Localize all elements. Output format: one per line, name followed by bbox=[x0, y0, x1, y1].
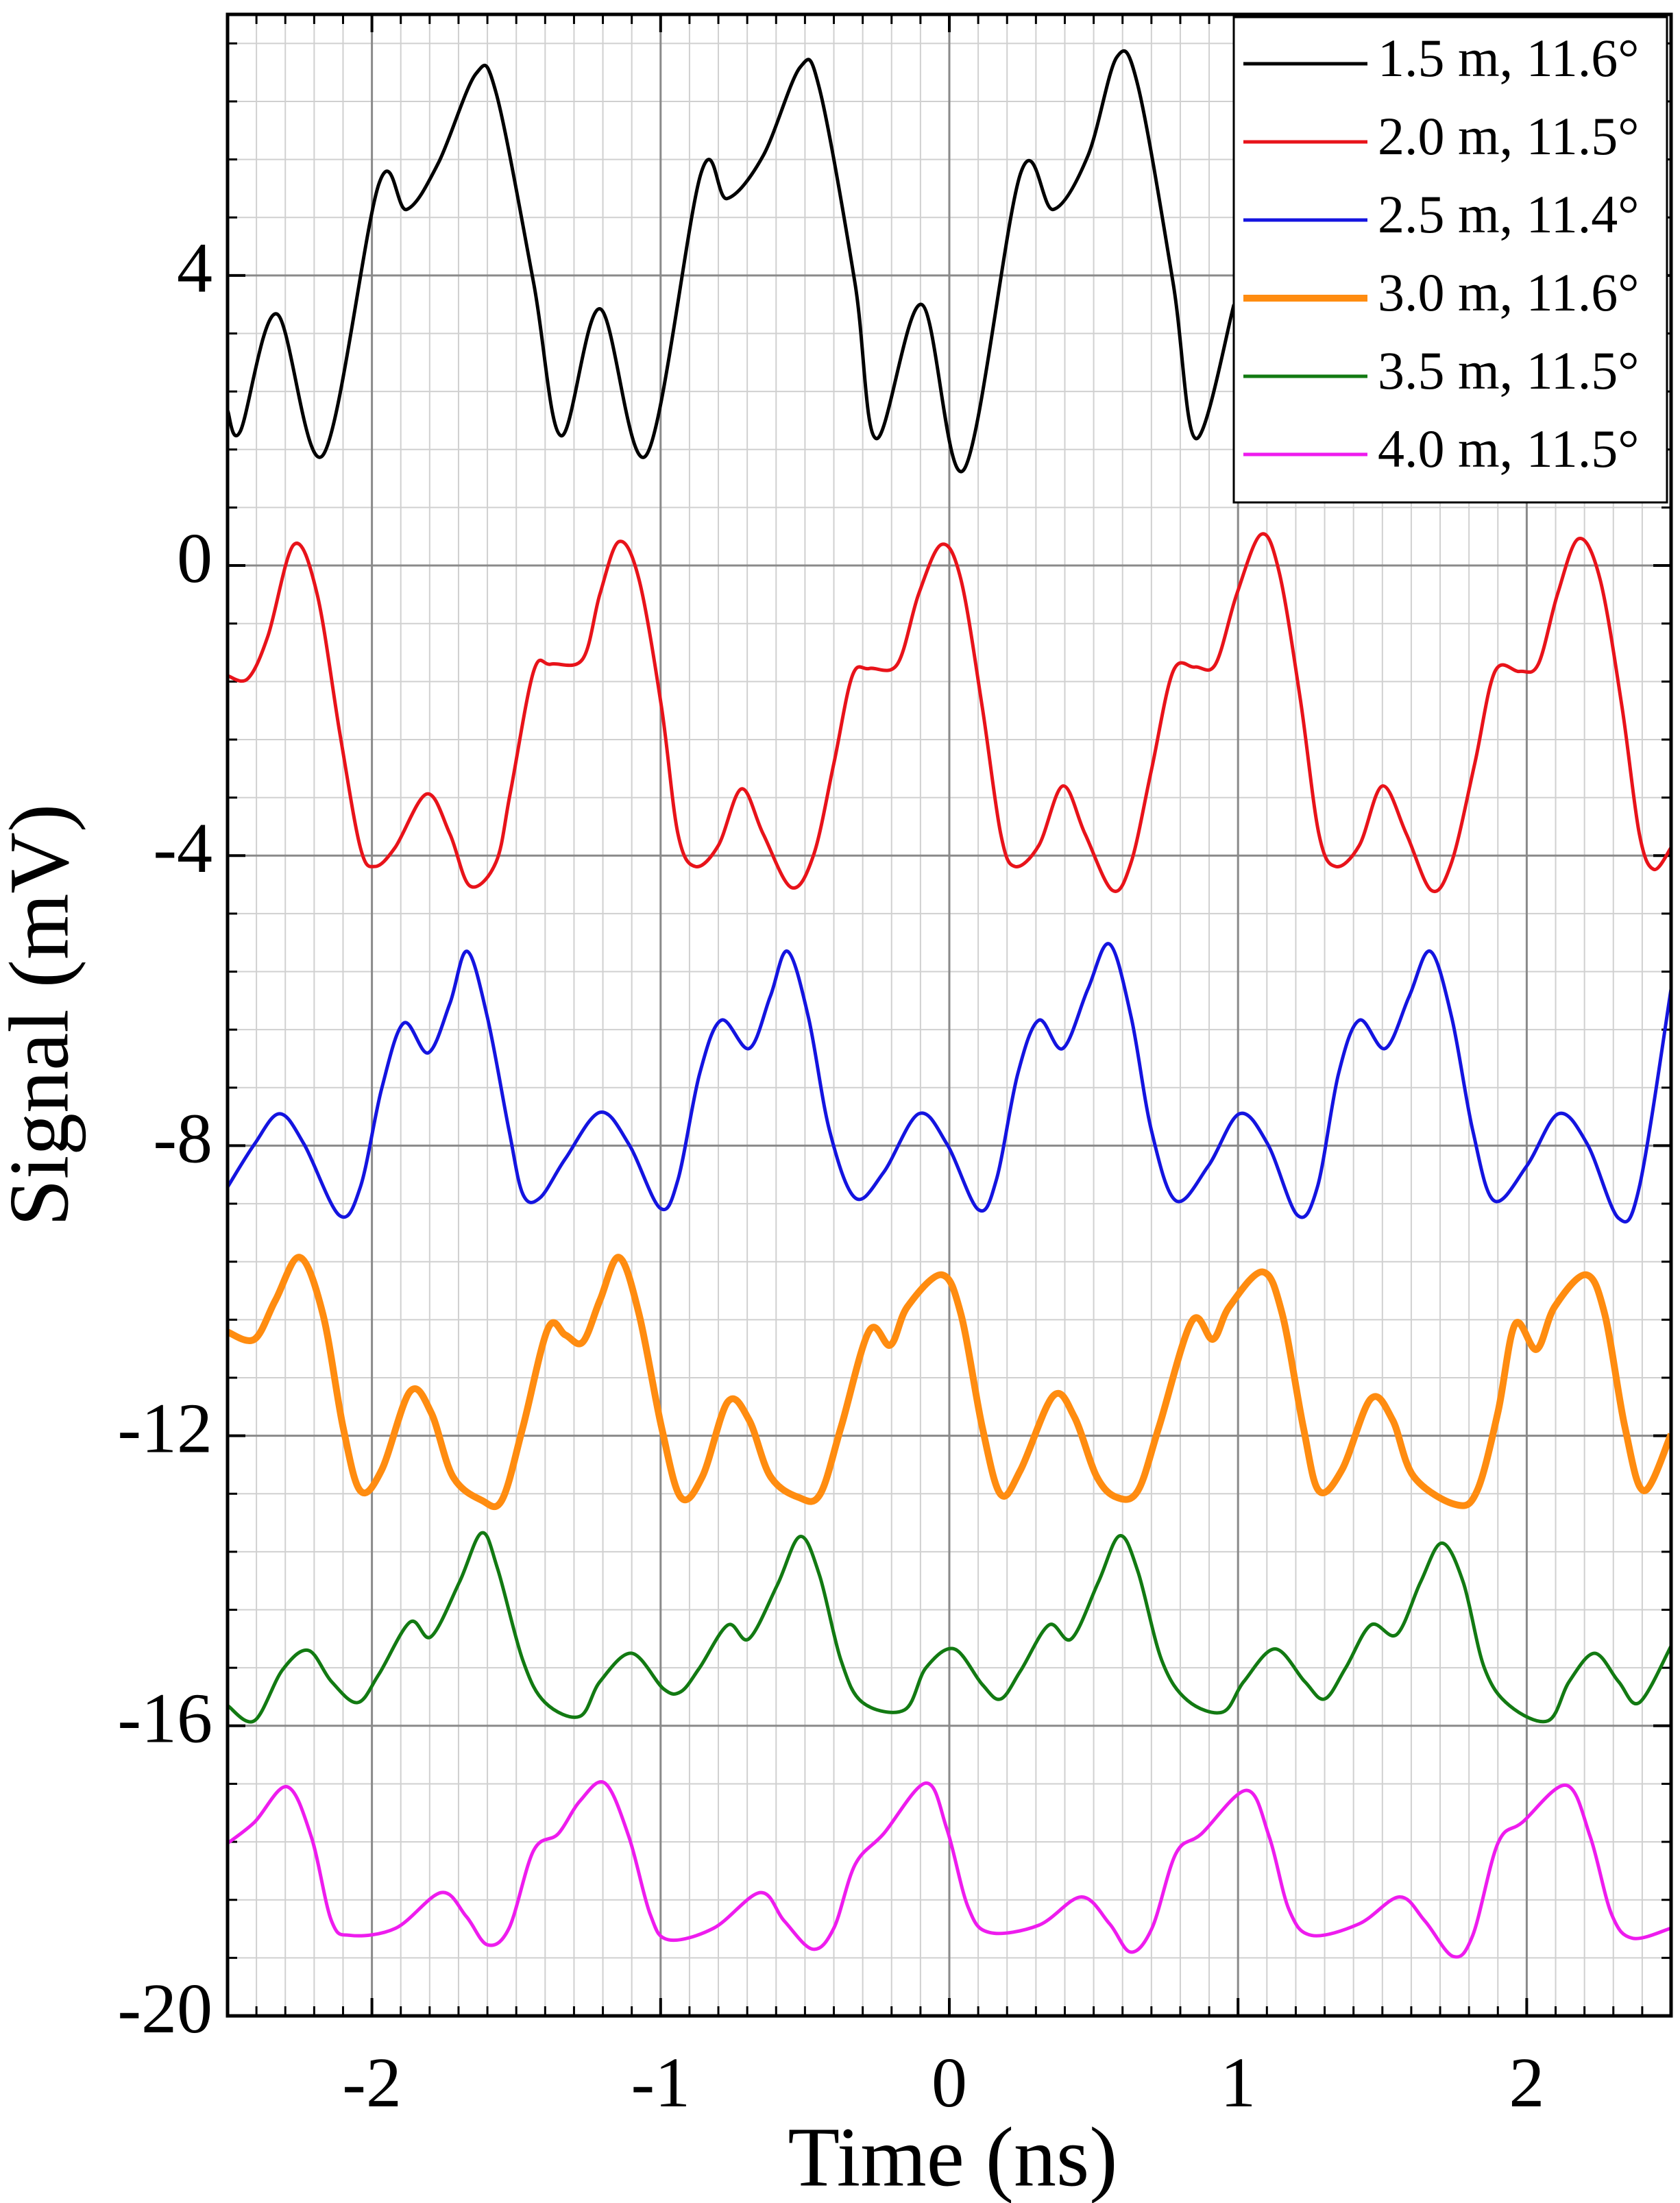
y-tick-label: -16 bbox=[117, 1679, 212, 1758]
x-tick-label: 2 bbox=[1509, 2043, 1544, 2122]
legend-box bbox=[1232, 16, 1668, 504]
data-line bbox=[228, 1780, 1671, 1959]
data-line bbox=[228, 1254, 1671, 1511]
data-line bbox=[228, 1531, 1671, 1724]
legend-label: 1.5 m, 11.6° bbox=[1378, 28, 1639, 88]
data-line bbox=[228, 942, 1671, 1224]
y-tick-label: -8 bbox=[153, 1099, 212, 1178]
x-tick-label: -1 bbox=[631, 2043, 690, 2122]
y-tick-label: -20 bbox=[117, 1969, 212, 2048]
legend-label: 2.0 m, 11.5° bbox=[1378, 106, 1639, 166]
y-tick-label: -4 bbox=[153, 809, 212, 888]
y-tick-label: 0 bbox=[177, 519, 212, 598]
data-line bbox=[228, 49, 1236, 474]
legend-label: 3.5 m, 11.5° bbox=[1378, 341, 1639, 400]
data-line bbox=[228, 532, 1671, 893]
y-tick-label: -12 bbox=[117, 1389, 212, 1468]
legend-label: 4.0 m, 11.5° bbox=[1378, 419, 1639, 478]
x-tick-label: 1 bbox=[1220, 2043, 1256, 2122]
x-tick-label: 0 bbox=[932, 2043, 967, 2122]
x-tick-label: -2 bbox=[342, 2043, 402, 2122]
legend-label: 2.5 m, 11.4° bbox=[1378, 184, 1639, 244]
y-axis-label: Signal (mV) bbox=[0, 804, 86, 1227]
legend-label: 3.0 m, 11.6° bbox=[1378, 263, 1639, 322]
x-axis-label: Time (ns) bbox=[788, 2110, 1117, 2203]
plot-frame bbox=[226, 12, 1673, 2018]
legend: 1.5 m, 11.6° 2.0 m, 11.5° 2.5 m, 11.4° 3.0 … bbox=[1232, 16, 1668, 504]
y-tick-label: 4 bbox=[177, 229, 212, 308]
